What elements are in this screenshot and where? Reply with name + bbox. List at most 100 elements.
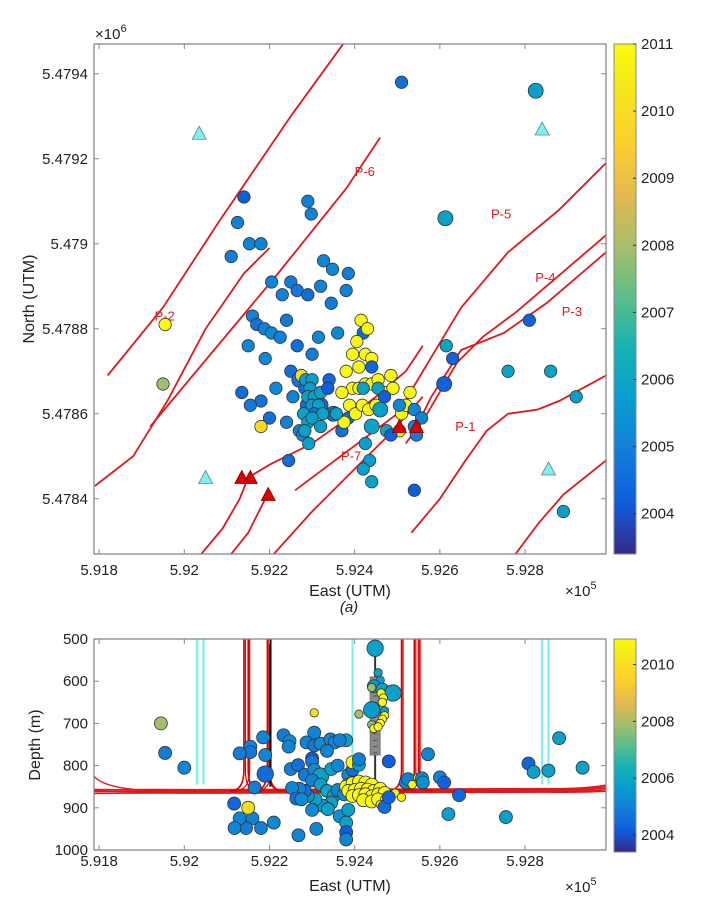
fault-label: P-2 — [154, 308, 174, 323]
fault-label: P-7 — [341, 449, 361, 464]
event-marker — [227, 796, 242, 811]
surface-station-icon — [197, 469, 214, 484]
event-marker — [414, 411, 429, 425]
event-marker — [501, 364, 515, 378]
event-marker — [298, 424, 312, 438]
event-marker — [337, 415, 351, 429]
event-marker — [392, 398, 407, 412]
fault-line-well-1 — [200, 477, 250, 554]
borehole-station-icon — [391, 418, 408, 433]
event-marker — [407, 779, 417, 790]
map-plot-area — [94, 44, 606, 554]
event-marker — [384, 368, 398, 383]
colorbar-gradient-bar — [613, 638, 637, 853]
event-marker — [258, 748, 273, 762]
event-marker — [273, 330, 287, 344]
event-marker — [316, 254, 331, 268]
event-markers — [156, 75, 583, 519]
event-marker — [373, 668, 383, 678]
event-marker — [377, 390, 392, 404]
event-marker — [439, 339, 453, 353]
event-marker — [256, 730, 271, 745]
event-marker — [254, 821, 268, 835]
fault-label: P-6 — [355, 164, 375, 179]
fault-line-p-1b — [514, 459, 606, 554]
fault-line-p-4 — [405, 234, 606, 445]
event-marker — [237, 190, 251, 204]
event-marker — [304, 207, 318, 221]
event-marker — [325, 262, 340, 276]
event-marker — [305, 411, 319, 425]
event-marker — [269, 381, 283, 395]
map-y-label: North (UTM) — [21, 255, 38, 344]
event-marker — [156, 377, 170, 391]
event-marker — [305, 347, 319, 361]
event-marker — [373, 722, 383, 732]
surface-station-icon — [534, 121, 550, 136]
event-marker — [446, 351, 460, 366]
event-marker — [227, 821, 242, 835]
event-marker — [153, 716, 168, 731]
event-marker — [243, 398, 257, 412]
borehole-station-icon — [242, 469, 258, 484]
event-marker — [339, 283, 353, 298]
event-marker — [441, 807, 456, 822]
event-marker — [320, 743, 334, 758]
depth-axes-frame — [93, 638, 607, 851]
event-marker — [286, 390, 300, 404]
surface-station-icon — [191, 125, 207, 140]
fault-line-p-6b — [106, 44, 345, 377]
event-marker — [575, 760, 590, 775]
event-marker — [254, 419, 268, 434]
event-marker — [356, 462, 370, 476]
event-marker — [365, 360, 379, 374]
event-marker — [232, 746, 247, 761]
x-tick-label: 5.918 — [80, 562, 118, 579]
event-marker — [363, 701, 381, 719]
event-marker — [415, 775, 430, 790]
fault-label: P-3 — [562, 304, 582, 319]
event-marker — [335, 385, 349, 400]
fault-line-p-1 — [410, 374, 606, 534]
event-marker — [345, 347, 360, 361]
lateral-curve — [94, 775, 155, 792]
event-marker — [314, 419, 328, 434]
event-marker — [279, 415, 294, 429]
vertical-well-trace — [234, 639, 251, 792]
event-marker — [302, 436, 316, 451]
event-marker — [262, 411, 277, 425]
event-marker — [242, 237, 257, 251]
x-tick-label: 5.922 — [251, 562, 289, 579]
event-marker — [436, 376, 453, 392]
event-marker — [279, 313, 294, 327]
event-marker — [569, 390, 583, 404]
colorbar-tick-label: 2010 — [641, 103, 674, 120]
x-tick-label: 5.928 — [506, 853, 544, 870]
colorbar-tick-label: 2004 — [641, 506, 674, 523]
event-marker — [254, 237, 268, 251]
event-marker — [339, 832, 354, 847]
event-marker — [339, 364, 353, 378]
event-marker — [437, 775, 452, 790]
x-tick-label: 5.918 — [80, 853, 118, 870]
y-tick-label: 5.4792 — [42, 151, 88, 168]
map-axes-frame — [93, 43, 607, 555]
event-marker — [282, 453, 296, 468]
colorbar-tick-label: 2007 — [641, 304, 674, 321]
event-marker — [275, 288, 289, 302]
event-marker — [381, 790, 396, 805]
event-marker — [522, 313, 536, 327]
y-tick-label: 500 — [63, 631, 88, 648]
event-marker — [258, 351, 272, 366]
event-marker — [386, 381, 400, 395]
event-marker — [309, 708, 319, 718]
horizontal-lateral — [94, 790, 606, 795]
x-tick-label: 5.924 — [336, 853, 374, 870]
map-x-multiplier: ×105 — [565, 580, 597, 600]
event-marker — [332, 733, 347, 748]
colorbar-tick-label: 2008 — [641, 713, 674, 730]
fault-label: P-1 — [455, 419, 475, 434]
y-tick-label: 700 — [63, 715, 88, 732]
colorbar-tick-label: 2004 — [641, 827, 674, 844]
